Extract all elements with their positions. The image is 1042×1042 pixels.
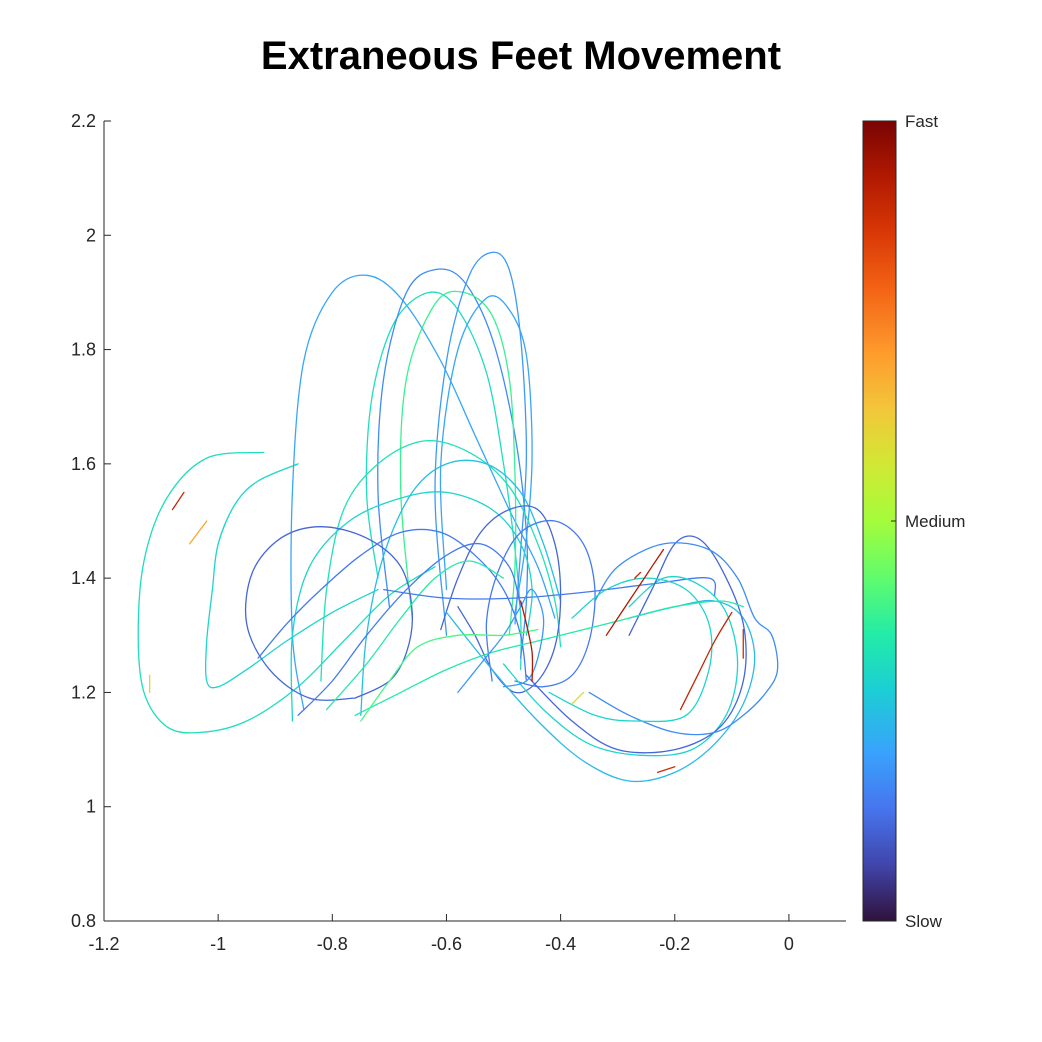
trace-loop-right-4 (588, 542, 779, 736)
y-tick-label: 1 (86, 797, 96, 817)
trace-loop-left-inner (204, 463, 379, 689)
plot-area (137, 251, 779, 783)
y-axis: 0.8 1 1.2 1.4 1.6 1.8 2 2.2 (71, 111, 111, 931)
trace-loop-right-3 (525, 535, 747, 754)
trace-horizontal-bar (383, 577, 717, 600)
trace-arc-upper-4 (434, 251, 528, 636)
trace-curve-center-vertical (457, 588, 545, 694)
colorbar-gradient (862, 120, 897, 922)
y-tick-label: 1.2 (71, 682, 96, 702)
colorbar: Fast Medium Slow (862, 112, 965, 931)
trace-loop-left-large (137, 451, 436, 734)
x-tick-label: -0.6 (431, 934, 462, 954)
trace-fast-segment-2 (605, 548, 665, 636)
colorbar-label-slow: Slow (905, 912, 943, 931)
trace-curve-left-bottom (360, 628, 539, 722)
trace-circle-center-2 (485, 519, 596, 688)
x-tick-label: -1.2 (88, 934, 119, 954)
trace-diag-lower-left-1 (257, 528, 528, 682)
x-tick-label: -0.2 (659, 934, 690, 954)
trace-circle-mid-left (244, 526, 414, 701)
trace-loop-right-2 (502, 575, 739, 757)
trace-medium-segment-3 (571, 691, 585, 705)
trace-loop-right-large (445, 599, 756, 783)
y-tick-label: 1.6 (71, 454, 96, 474)
colorbar-label-fast: Fast (905, 112, 938, 131)
trace-fast-segment-1 (520, 600, 534, 682)
y-tick-label: 2 (86, 225, 96, 245)
trace-arc-upper-3 (399, 290, 517, 636)
trace-medium-segment-1 (188, 520, 208, 545)
trace-diag-lower-left-2 (297, 542, 522, 716)
x-tick-label: -0.4 (545, 934, 576, 954)
colorbar-label-medium: Medium (905, 512, 965, 531)
trace-diag-lower-left-3 (325, 560, 505, 711)
y-tick-label: 1.4 (71, 568, 96, 588)
x-tick-label: -0.8 (317, 934, 348, 954)
y-tick-label: 1.8 (71, 340, 96, 360)
trace-wave-lower (354, 600, 744, 716)
x-tick-label: -1 (210, 934, 226, 954)
x-tick-label: 0 (784, 934, 794, 954)
chart-title: Extraneous Feet Movement (261, 34, 781, 78)
trace-arc-mid-1 (320, 439, 562, 682)
y-tick-label: 2.2 (71, 111, 96, 131)
trace-fast-segment-5 (634, 571, 642, 579)
y-tick-label: 0.8 (71, 911, 96, 931)
trace-fast-segment-7 (171, 491, 185, 511)
x-axis: -1.2 -1 -0.8 -0.6 -0.4 -0.2 0 (88, 914, 846, 954)
trace-fast-segment-3 (679, 611, 733, 711)
trace-arc-upper-5 (439, 295, 533, 614)
trace-fast-segment-4 (656, 766, 676, 774)
